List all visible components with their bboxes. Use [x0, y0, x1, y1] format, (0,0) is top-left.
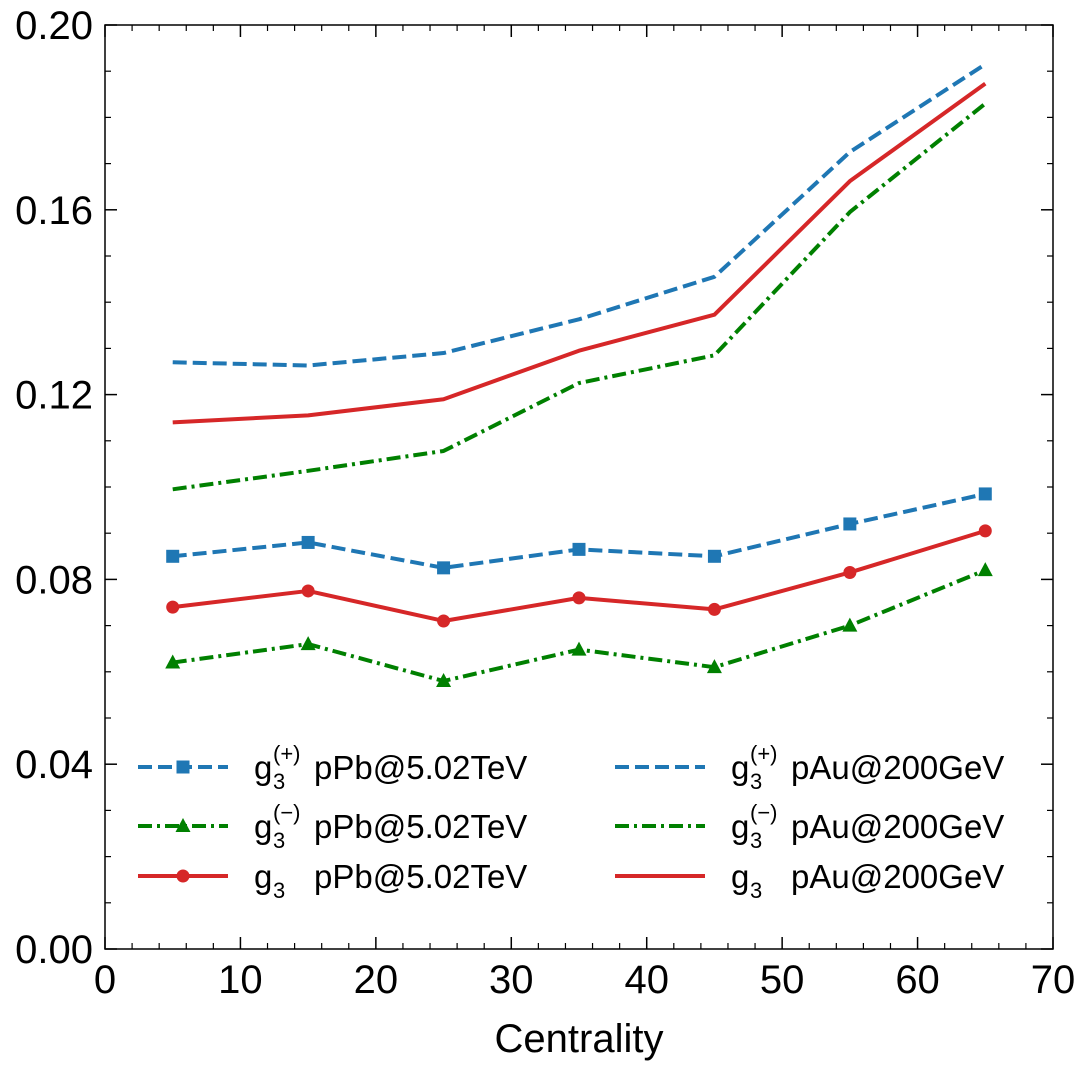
- data-point: [165, 654, 181, 669]
- legend-subscript: 3: [273, 769, 285, 794]
- x-tick-label: 20: [354, 958, 399, 1002]
- data-point: [707, 602, 721, 616]
- legend-label: pPb@5.02TeV: [314, 749, 527, 786]
- x-tick-label: 40: [624, 958, 669, 1002]
- y-tick-label: 0.20: [15, 4, 93, 48]
- data-point: [572, 591, 586, 605]
- legend-symbol: g: [254, 858, 272, 895]
- data-point: [437, 614, 451, 628]
- series-0: [166, 487, 992, 575]
- data-point: [436, 673, 452, 688]
- legend-item: g 3 pAu@200GeV: [615, 858, 1004, 903]
- series-line: [172, 491, 986, 570]
- legend-marker: [176, 869, 190, 883]
- x-tick-label: 30: [489, 958, 534, 1002]
- data-point: [843, 565, 857, 579]
- data-point: [977, 562, 993, 577]
- y-tick-label: 0.16: [15, 189, 93, 233]
- legend-superscript: (−): [273, 800, 301, 825]
- x-tick-label: 70: [1031, 958, 1076, 1002]
- legend-superscript: (+): [273, 741, 301, 766]
- legend-item: g 3 (−) pAu@200GeV: [615, 800, 1004, 853]
- legend-marker: [176, 760, 190, 774]
- series-3: [172, 62, 987, 368]
- legend-symbol: g: [731, 749, 749, 786]
- data-point: [166, 549, 180, 563]
- legend-item: g 3 pPb@5.02TeV: [138, 858, 527, 903]
- legend-symbol: g: [731, 808, 749, 845]
- series-2: [166, 524, 992, 628]
- legend-subscript: 3: [273, 878, 285, 903]
- legend-symbol: g: [254, 749, 272, 786]
- legend-label: pPb@5.02TeV: [314, 808, 527, 845]
- data-point: [301, 584, 315, 598]
- legend-item: g 3 (−) pPb@5.02TeV: [138, 800, 527, 853]
- legend-label: pAu@200GeV: [791, 749, 1004, 786]
- data-point: [706, 659, 722, 674]
- legend-item: g 3 (+) pAu@200GeV: [615, 741, 1004, 794]
- x-axis-title: Centrality: [495, 1017, 664, 1061]
- data-point: [571, 641, 587, 656]
- x-tick-label: 60: [895, 958, 940, 1002]
- y-tick-label: 0.08: [15, 558, 93, 602]
- data-point: [707, 549, 721, 563]
- legend-superscript: (+): [750, 741, 778, 766]
- legend-superscript: (−): [750, 800, 778, 825]
- data-point: [842, 617, 858, 632]
- data-point: [301, 535, 315, 549]
- data-point: [843, 517, 857, 531]
- legend-subscript: 3: [273, 828, 285, 853]
- legend-label: pAu@200GeV: [791, 808, 1004, 845]
- legend-symbol: g: [254, 808, 272, 845]
- series-line: [172, 568, 987, 684]
- legend-label: pPb@5.02TeV: [314, 858, 527, 895]
- x-tick-label: 50: [760, 958, 805, 1002]
- series-line: [172, 62, 987, 368]
- series-line: [172, 101, 987, 492]
- data-point: [437, 561, 451, 575]
- data-point: [978, 524, 992, 538]
- series-1: [165, 562, 993, 688]
- series-4: [172, 101, 987, 492]
- legend-item: g 3 (+) pPb@5.02TeV: [138, 741, 527, 794]
- series-5: [172, 82, 987, 425]
- data-point: [166, 600, 180, 614]
- data-point: [978, 487, 992, 501]
- legend-marker: [175, 818, 191, 832]
- x-tick-label: 10: [218, 958, 263, 1002]
- x-tick-label: 0: [94, 958, 116, 1002]
- y-tick-label: 0.12: [15, 374, 93, 418]
- legend-subscript: 3: [750, 878, 762, 903]
- y-tick-label: 0.04: [15, 743, 93, 787]
- legend-symbol: g: [731, 858, 749, 895]
- legend-subscript: 3: [750, 769, 762, 794]
- y-tick-label: 0.00: [15, 928, 93, 972]
- legend-subscript: 3: [750, 828, 762, 853]
- data-point: [300, 636, 316, 651]
- data-point: [572, 542, 586, 556]
- legend-label: pAu@200GeV: [791, 858, 1004, 895]
- series-line: [172, 82, 987, 425]
